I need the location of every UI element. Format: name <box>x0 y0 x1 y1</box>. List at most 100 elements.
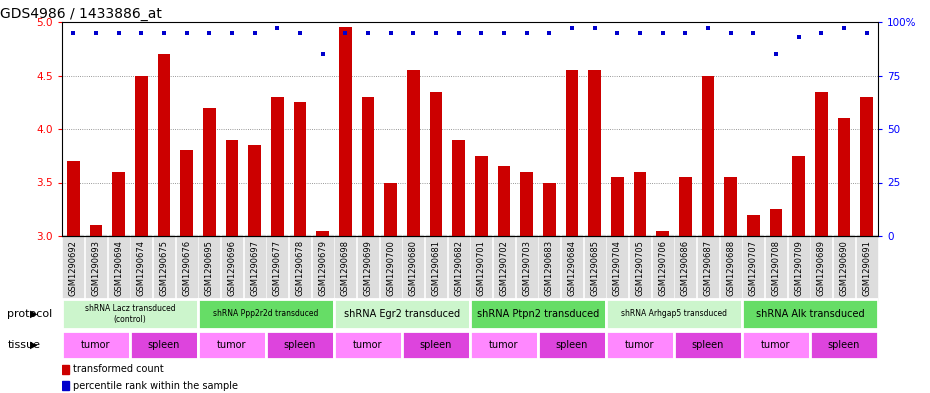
Bar <box>430 92 443 236</box>
Bar <box>538 331 605 359</box>
Point <box>768 51 783 57</box>
Text: spleen: spleen <box>419 340 452 350</box>
Text: tumor: tumor <box>218 340 246 350</box>
Point <box>451 29 466 36</box>
Text: shRNA Arhgap5 transduced: shRNA Arhgap5 transduced <box>621 310 727 318</box>
Bar <box>62 381 69 390</box>
Bar <box>471 331 538 359</box>
Bar <box>294 102 306 236</box>
Bar <box>471 299 605 329</box>
Text: GDS4986 / 1433886_at: GDS4986 / 1433886_at <box>0 7 162 21</box>
Point <box>224 29 239 36</box>
Bar <box>770 209 782 236</box>
Point <box>383 29 398 36</box>
Text: transformed count: transformed count <box>73 364 164 374</box>
Bar <box>113 172 125 236</box>
Bar <box>403 331 470 359</box>
Bar <box>316 231 329 236</box>
Point <box>247 29 262 36</box>
Bar <box>248 145 261 236</box>
Point <box>565 25 579 31</box>
Point <box>361 29 376 36</box>
Bar <box>452 140 465 236</box>
Point <box>610 29 625 36</box>
Bar <box>589 70 601 236</box>
Bar <box>792 156 804 236</box>
Point <box>587 25 602 31</box>
Text: spleen: spleen <box>284 340 316 350</box>
Bar <box>384 182 397 236</box>
Bar <box>226 140 238 236</box>
Bar <box>407 70 419 236</box>
Text: shRNA Alk transduced: shRNA Alk transduced <box>756 309 864 319</box>
Point <box>474 29 489 36</box>
Bar <box>606 331 673 359</box>
Bar <box>130 331 197 359</box>
Point <box>112 29 126 36</box>
Point <box>315 51 330 57</box>
Bar <box>838 118 850 236</box>
Text: spleen: spleen <box>148 340 180 350</box>
Bar <box>724 177 737 236</box>
Bar <box>335 299 470 329</box>
Bar <box>702 75 714 236</box>
Bar <box>815 92 828 236</box>
Point <box>134 29 149 36</box>
Bar <box>180 151 193 236</box>
Text: shRNA Ppp2r2d transduced: shRNA Ppp2r2d transduced <box>213 310 319 318</box>
Bar <box>810 331 878 359</box>
Point <box>859 29 874 36</box>
Text: spleen: spleen <box>692 340 724 350</box>
Text: ▶: ▶ <box>31 309 38 319</box>
Bar <box>198 299 334 329</box>
Bar <box>606 299 741 329</box>
Bar <box>633 172 646 236</box>
Bar <box>674 331 741 359</box>
Bar <box>543 182 555 236</box>
Bar <box>565 70 578 236</box>
Bar <box>90 225 102 236</box>
Bar <box>267 331 334 359</box>
Text: spleen: spleen <box>828 340 860 350</box>
Text: percentile rank within the sample: percentile rank within the sample <box>73 381 238 391</box>
Point <box>632 29 647 36</box>
Text: shRNA Ptpn2 transduced: shRNA Ptpn2 transduced <box>477 309 599 319</box>
Point <box>519 29 534 36</box>
Text: shRNA Lacz transduced
(control): shRNA Lacz transduced (control) <box>85 304 176 324</box>
Point <box>88 29 103 36</box>
Bar <box>62 331 129 359</box>
Point <box>66 29 81 36</box>
Text: ▶: ▶ <box>31 340 38 350</box>
Bar <box>198 331 266 359</box>
Point <box>700 25 715 31</box>
Point <box>202 29 217 36</box>
Bar <box>611 177 624 236</box>
Text: tumor: tumor <box>489 340 519 350</box>
Bar <box>742 331 809 359</box>
Point <box>656 29 671 36</box>
Bar <box>335 331 402 359</box>
Point <box>429 29 444 36</box>
Text: tumor: tumor <box>762 340 790 350</box>
Point <box>293 29 308 36</box>
Bar <box>339 28 352 236</box>
Point <box>746 29 761 36</box>
Bar <box>498 167 511 236</box>
Bar <box>67 161 80 236</box>
Bar <box>362 97 374 236</box>
Point <box>678 29 693 36</box>
Bar <box>475 156 487 236</box>
Point <box>270 25 285 31</box>
Point <box>338 29 352 36</box>
Point <box>791 34 806 40</box>
Bar <box>62 299 197 329</box>
Text: tumor: tumor <box>625 340 655 350</box>
Text: shRNA Egr2 transduced: shRNA Egr2 transduced <box>344 309 460 319</box>
Bar <box>135 75 148 236</box>
Point <box>156 29 171 36</box>
Bar <box>62 365 69 374</box>
Point <box>405 29 420 36</box>
Point <box>497 29 512 36</box>
Bar <box>203 108 216 236</box>
Bar <box>679 177 692 236</box>
